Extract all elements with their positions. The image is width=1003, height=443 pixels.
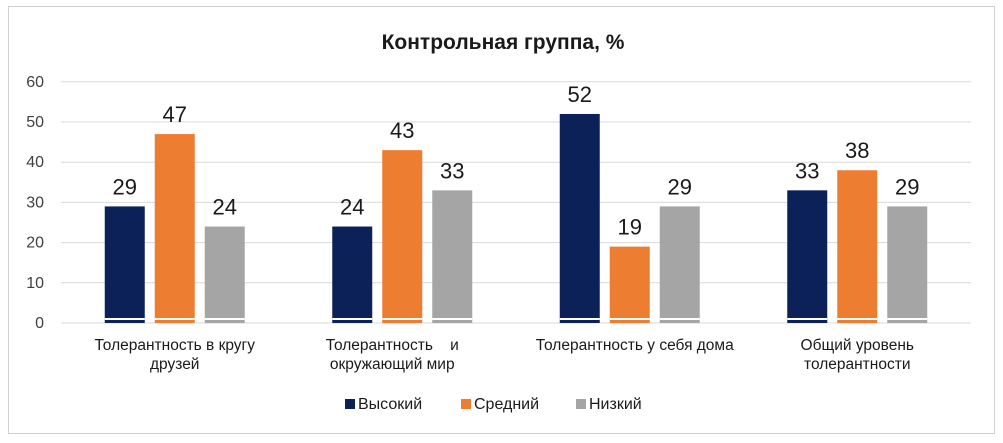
category-label: Толерантность в кругу	[95, 337, 256, 354]
bar-base-stripe	[887, 318, 928, 320]
category-label: Общий уровень	[801, 337, 914, 354]
data-label: 24	[213, 195, 237, 220]
y-tick-label: 50	[26, 114, 44, 131]
bar-Низкий	[887, 206, 928, 323]
legend-swatch-Низкий	[576, 399, 586, 409]
y-tick-label: 10	[26, 275, 44, 292]
y-tick-label: 40	[26, 154, 44, 171]
y-tick-label: 30	[26, 194, 44, 211]
bar-Средний	[154, 134, 195, 323]
bar-Средний	[382, 150, 423, 323]
data-label: 47	[163, 102, 187, 127]
data-label: 38	[845, 138, 869, 163]
data-label: 29	[113, 174, 137, 199]
bar-Высокий	[104, 206, 145, 323]
bar-base-stripe	[204, 318, 245, 320]
y-tick-label: 20	[26, 235, 44, 252]
category-label: Толерантность у себя дома	[536, 337, 734, 354]
category-label: Толерантность и	[326, 337, 459, 354]
category-label: толерантности	[804, 356, 910, 373]
bar-base-stripe	[659, 318, 700, 320]
chart-title: Контрольная группа, %	[382, 31, 625, 54]
data-label: 52	[568, 82, 592, 107]
legend-swatch-Высокий	[345, 399, 355, 409]
bar-base-stripe	[787, 318, 828, 320]
bar-base-stripe	[432, 318, 473, 320]
bar-base-stripe	[559, 318, 600, 320]
bar-base-stripe	[104, 318, 145, 320]
data-label: 33	[795, 158, 819, 183]
bar-base-stripe	[382, 318, 423, 320]
data-label: 19	[618, 215, 642, 240]
bar-base-stripe	[609, 318, 650, 320]
bar-base-stripe	[332, 318, 373, 320]
legend-label: Средний	[474, 396, 539, 413]
y-tick-label: 0	[35, 315, 44, 332]
chart-frame: Контрольная группа, % 0 10 20 30 40 50 60 29 47…	[8, 6, 995, 434]
bar-Средний	[837, 170, 878, 323]
category-label: друзей	[150, 356, 199, 373]
data-label: 24	[340, 195, 364, 220]
category-label: окружающий мир	[330, 356, 455, 373]
bar-chart: Контрольная группа, % 0 10 20 30 40 50 60 29 47…	[26, 31, 971, 413]
legend-label: Низкий	[589, 396, 642, 413]
y-tick-label: 60	[26, 74, 44, 91]
bar-Высокий	[332, 226, 373, 323]
bar-base-stripe	[154, 318, 195, 320]
bar-Низкий	[204, 226, 245, 323]
data-label: 29	[895, 174, 919, 199]
bar-Низкий	[659, 206, 700, 323]
data-label: 33	[440, 158, 464, 183]
data-label: 43	[390, 118, 414, 143]
legend-label: Высокий	[358, 396, 422, 413]
bar-Средний	[609, 246, 650, 323]
bar-Высокий	[559, 113, 600, 324]
bar-Высокий	[787, 190, 828, 323]
legend-swatch-Средний	[461, 399, 471, 409]
bar-base-stripe	[837, 318, 878, 320]
data-label: 29	[668, 174, 692, 199]
bar-Низкий	[432, 190, 473, 323]
